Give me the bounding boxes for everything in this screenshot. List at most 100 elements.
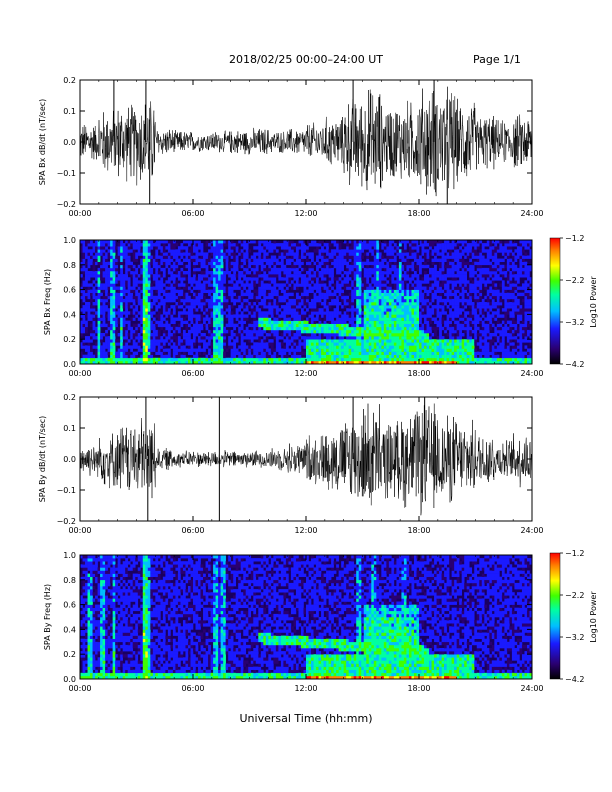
spectrogram-cell (406, 302, 410, 306)
spectrogram-cell (336, 342, 339, 346)
spectrogram-cell (333, 298, 337, 303)
spectrogram-cell (348, 345, 352, 349)
spectrogram-cell (381, 357, 385, 362)
spectrogram-cell (110, 342, 113, 346)
spectrogram-cell (208, 339, 211, 343)
spectrogram-cell (411, 360, 415, 365)
spectrogram-cell (275, 354, 279, 359)
spectrogram-cell (451, 360, 455, 365)
spectrogram-cell (288, 274, 292, 278)
spectrogram-cell (152, 357, 156, 362)
spectrogram-cell (112, 345, 116, 349)
spectrogram-cell (421, 348, 425, 352)
spectrogram-cell (371, 305, 375, 309)
spectrogram-cell (187, 258, 191, 262)
spectrogram-cell (381, 317, 385, 321)
spectrogram-cell (190, 249, 194, 253)
spectrogram-cell (167, 295, 171, 300)
spectrogram-cell (290, 339, 294, 343)
spectrogram-cell (348, 264, 352, 269)
spectrogram-cell (290, 255, 294, 259)
spectrogram-cell (105, 295, 108, 300)
spectrogram-cell (426, 342, 430, 346)
spectrogram-cell (215, 252, 219, 256)
spectrogram-cell (351, 348, 355, 352)
spectrogram-cell (130, 271, 134, 275)
spectrogram-cell (358, 333, 362, 337)
spectrogram-cell (328, 348, 332, 352)
spectrogram-cell (398, 280, 402, 284)
spectrogram-cell (270, 249, 274, 253)
x-tick-label: 06:00 (181, 209, 204, 218)
spectrogram-cell (401, 314, 405, 318)
spectrogram-cell (419, 320, 422, 324)
spectrogram-cell (105, 314, 108, 318)
spectrogram-cell (193, 329, 196, 334)
spectrogram-cell (102, 249, 106, 253)
spectrogram-cell (426, 286, 430, 290)
spectrogram-cell (223, 329, 226, 334)
spectrogram-cell (213, 342, 216, 346)
spectrogram-cell (125, 289, 129, 293)
spectrogram-cell (248, 271, 252, 275)
spectrogram-cell (368, 240, 372, 244)
spectrogram-cell (225, 267, 229, 272)
spectrogram-cell (331, 348, 334, 352)
spectrogram-cell (145, 345, 149, 349)
spectrogram-cell (439, 243, 442, 247)
spectrogram-cell (371, 326, 375, 331)
spectrogram-cell (193, 357, 196, 362)
spectrogram-cell (187, 280, 191, 284)
spectrogram-cell (147, 308, 151, 312)
spectrogram-cell (270, 255, 274, 259)
spectrogram-cell (411, 277, 415, 281)
spectrogram-cell (361, 298, 365, 303)
spectrogram-cell (424, 348, 427, 352)
spectrogram-cell (363, 345, 367, 349)
spectrogram-cell (353, 289, 357, 293)
spectrogram-cell (416, 351, 420, 355)
spectrogram-cell (386, 323, 390, 328)
spectrogram-cell (190, 351, 194, 355)
spectrogram-cell (117, 311, 121, 315)
spectrogram-cell (434, 360, 437, 365)
spectrogram-cell (213, 357, 216, 362)
spectrogram-cell (290, 320, 294, 324)
spectrogram-cell (434, 329, 437, 334)
spectrogram-cell (366, 326, 370, 331)
spectrogram-cell (160, 351, 164, 355)
spectrogram-cell (177, 277, 181, 281)
spectrogram-cell (95, 329, 98, 334)
spectrogram-cell (273, 351, 277, 355)
spectrogram-cell (398, 267, 402, 272)
spectrogram-cell (363, 351, 367, 355)
spectrogram-cell (361, 333, 365, 337)
spectrogram-cell (125, 261, 129, 266)
spectrogram-cell (145, 246, 149, 250)
spectrogram-cell (381, 345, 385, 349)
spectrogram-cell (439, 261, 442, 266)
spectrogram-cell (411, 311, 415, 315)
spectrogram-cell (429, 289, 432, 293)
spectrogram-cell (431, 326, 435, 331)
spectrogram-cell (376, 360, 380, 365)
spectrogram-cell (145, 252, 149, 256)
spectrogram-cell (366, 323, 370, 328)
spectrogram-cell (102, 360, 106, 365)
spectrogram-cell (293, 348, 297, 352)
spectrogram-cell (328, 345, 332, 349)
spectrogram-cell (240, 326, 244, 331)
spectrogram-cell (175, 342, 179, 346)
spectrogram-cell (130, 354, 134, 359)
spectrogram-cell (200, 255, 204, 259)
spectrogram-cell (426, 329, 430, 334)
spectrogram-cell (243, 258, 247, 262)
spectrogram-cell (366, 243, 370, 247)
spectrogram-cell (112, 255, 116, 259)
spectrogram-cell (278, 261, 282, 266)
spectrogram-cell (313, 320, 317, 324)
spectrogram-cell (142, 320, 146, 324)
spectrogram-cell (220, 243, 224, 247)
spectrogram-cell (97, 295, 101, 300)
